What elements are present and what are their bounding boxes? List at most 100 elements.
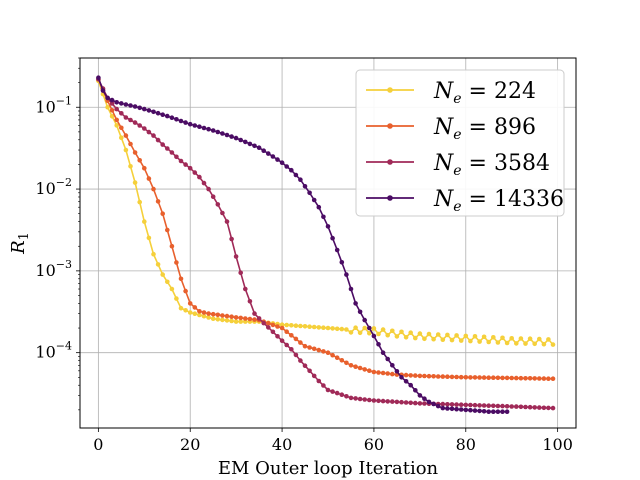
data-point	[243, 286, 248, 292]
data-point	[220, 210, 225, 216]
data-point	[220, 313, 225, 318]
legend-label-value: = 14336	[462, 187, 564, 212]
data-point	[514, 375, 519, 381]
data-point	[491, 375, 496, 381]
data-point	[169, 150, 175, 155]
data-point	[266, 321, 271, 326]
data-point	[155, 262, 161, 267]
data-point	[210, 311, 216, 317]
data-point	[142, 126, 147, 131]
data-point	[302, 324, 308, 329]
data-point	[215, 312, 221, 318]
series-lines	[96, 75, 556, 415]
data-point	[289, 347, 294, 352]
data-point	[537, 376, 542, 381]
data-point	[128, 117, 133, 123]
data-point	[334, 326, 340, 332]
data-point	[367, 397, 372, 403]
data-point	[426, 399, 432, 405]
data-point	[495, 340, 501, 345]
data-point	[500, 375, 505, 381]
data-point	[472, 402, 478, 408]
data-point	[486, 339, 492, 345]
data-point	[413, 335, 418, 341]
data-point	[169, 115, 175, 120]
y-axis-label: R1	[8, 232, 32, 255]
data-point	[293, 172, 299, 178]
data-point	[532, 376, 537, 381]
data-point	[311, 324, 317, 330]
data-point	[550, 342, 556, 347]
data-point	[390, 399, 395, 404]
data-point	[114, 123, 119, 128]
data-point	[174, 117, 179, 122]
data-point	[527, 336, 533, 342]
data-point	[284, 164, 290, 169]
data-point	[247, 141, 253, 147]
data-point	[109, 101, 115, 106]
data-point	[247, 299, 253, 304]
data-point	[504, 340, 510, 346]
data-point	[523, 404, 528, 410]
y-tick-label-base: 10	[35, 97, 55, 116]
data-point	[394, 334, 400, 339]
data-point	[105, 105, 110, 110]
data-point	[252, 311, 257, 316]
y-axis-label-subscript: 1	[17, 232, 32, 240]
data-point	[385, 332, 391, 338]
data-point	[229, 314, 234, 320]
legend-box	[355, 69, 565, 217]
data-point	[440, 405, 446, 411]
data-point	[275, 324, 280, 329]
data-point	[472, 375, 478, 380]
y-tick-label: 10−3	[35, 258, 72, 280]
data-point	[431, 374, 436, 379]
data-point	[169, 243, 175, 249]
data-point	[523, 341, 528, 346]
data-point	[275, 334, 280, 339]
data-point	[289, 323, 294, 328]
legend-marker	[387, 159, 393, 165]
data-point	[128, 103, 133, 108]
data-point	[399, 399, 404, 405]
legend-label-subscript: e	[453, 91, 461, 107]
data-point	[224, 132, 230, 138]
legend-label-value: = 224	[462, 79, 536, 104]
data-point	[146, 129, 152, 135]
data-point	[160, 211, 165, 216]
y-tick-label: 10−4	[35, 340, 72, 362]
data-point	[413, 388, 418, 393]
data-point	[367, 330, 372, 336]
series-0	[96, 78, 556, 347]
legend-label-subscript: e	[453, 163, 461, 179]
legend-marker	[387, 195, 393, 201]
data-point	[224, 219, 230, 224]
data-point	[187, 301, 193, 306]
data-point	[362, 367, 368, 372]
data-point	[137, 199, 142, 205]
data-point	[224, 313, 230, 319]
data-point	[151, 251, 156, 257]
data-point	[376, 342, 381, 347]
data-point	[165, 113, 170, 119]
legend-label-symbol: N	[433, 115, 454, 140]
data-point	[348, 363, 354, 368]
data-point	[109, 108, 115, 113]
data-point	[546, 405, 551, 411]
data-point	[298, 340, 303, 345]
data-point	[174, 154, 179, 160]
data-point	[339, 358, 345, 363]
y-tick-label: 10−2	[35, 176, 72, 198]
data-point	[417, 393, 423, 398]
legend-label-symbol: N	[433, 151, 454, 176]
data-point	[123, 115, 129, 120]
data-point	[215, 129, 221, 135]
data-point	[201, 180, 207, 186]
data-point	[440, 337, 446, 343]
data-point	[247, 316, 253, 322]
data-point	[114, 100, 119, 105]
data-point	[339, 326, 345, 332]
data-point	[165, 227, 170, 233]
data-point	[293, 336, 299, 342]
